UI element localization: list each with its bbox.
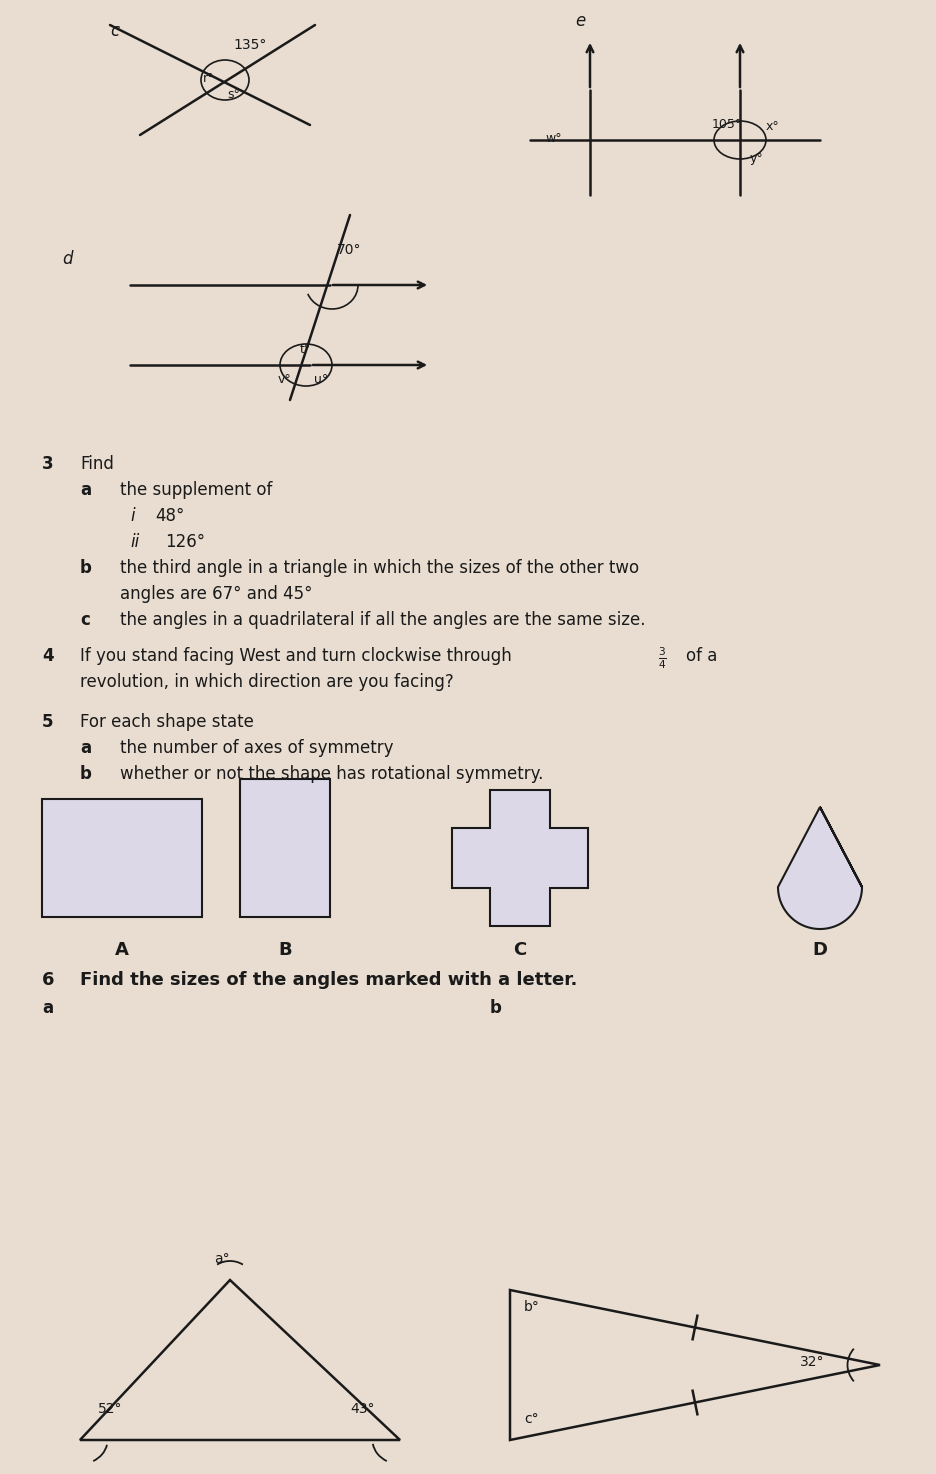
Text: i: i — [130, 507, 135, 525]
Text: v°: v° — [278, 373, 291, 386]
Text: 3: 3 — [42, 455, 53, 473]
Text: a: a — [80, 481, 91, 500]
Text: 43°: 43° — [350, 1402, 374, 1417]
Text: D: D — [812, 940, 826, 960]
Text: d: d — [62, 251, 72, 268]
Text: $\frac{3}{4}$: $\frac{3}{4}$ — [657, 646, 666, 671]
Text: w°: w° — [545, 133, 561, 144]
Text: y°: y° — [749, 152, 763, 165]
Text: c: c — [110, 22, 119, 40]
Text: ii: ii — [130, 534, 139, 551]
Text: 32°: 32° — [799, 1355, 824, 1369]
Polygon shape — [451, 790, 588, 926]
Text: b: b — [80, 765, 92, 783]
Text: a: a — [42, 999, 53, 1017]
Text: Find: Find — [80, 455, 114, 473]
Text: u°: u° — [314, 373, 328, 386]
Text: the angles in a quadrilateral if all the angles are the same size.: the angles in a quadrilateral if all the… — [120, 612, 645, 629]
Text: C: C — [513, 940, 526, 960]
Text: If you stand facing West and turn clockwise through: If you stand facing West and turn clockw… — [80, 647, 511, 665]
Text: of a: of a — [685, 647, 717, 665]
Text: For each shape state: For each shape state — [80, 713, 254, 731]
Text: c: c — [80, 612, 90, 629]
Text: 105°: 105° — [711, 118, 741, 131]
Text: the third angle in a triangle in which the sizes of the other two: the third angle in a triangle in which t… — [120, 559, 638, 576]
Text: A: A — [115, 940, 129, 960]
Text: 126°: 126° — [165, 534, 205, 551]
Text: a: a — [80, 738, 91, 758]
Text: c°: c° — [523, 1412, 538, 1425]
Text: s°: s° — [227, 88, 240, 102]
Text: t°: t° — [300, 343, 311, 357]
Text: 6: 6 — [42, 971, 54, 989]
Text: revolution, in which direction are you facing?: revolution, in which direction are you f… — [80, 674, 453, 691]
Text: a°: a° — [214, 1251, 229, 1266]
Text: e: e — [575, 12, 585, 29]
Text: 52°: 52° — [98, 1402, 123, 1417]
Text: b°: b° — [523, 1300, 539, 1313]
Text: the supplement of: the supplement of — [120, 481, 272, 500]
Text: Find the sizes of the angles marked with a letter.: Find the sizes of the angles marked with… — [80, 971, 577, 989]
Text: 4: 4 — [42, 647, 53, 665]
Polygon shape — [777, 806, 861, 929]
Text: r°: r° — [203, 72, 214, 85]
Bar — [42, 799, 202, 917]
Text: angles are 67° and 45°: angles are 67° and 45° — [120, 585, 313, 603]
Text: 70°: 70° — [337, 243, 361, 256]
Text: b: b — [80, 559, 92, 576]
Text: 135°: 135° — [233, 38, 266, 52]
Text: 48°: 48° — [154, 507, 184, 525]
Bar — [240, 778, 329, 917]
Text: b: b — [490, 999, 502, 1017]
Text: whether or not the shape has rotational symmetry.: whether or not the shape has rotational … — [120, 765, 543, 783]
Text: the number of axes of symmetry: the number of axes of symmetry — [120, 738, 393, 758]
Text: 5: 5 — [42, 713, 53, 731]
Text: x°: x° — [766, 119, 779, 133]
Text: B: B — [278, 940, 291, 960]
